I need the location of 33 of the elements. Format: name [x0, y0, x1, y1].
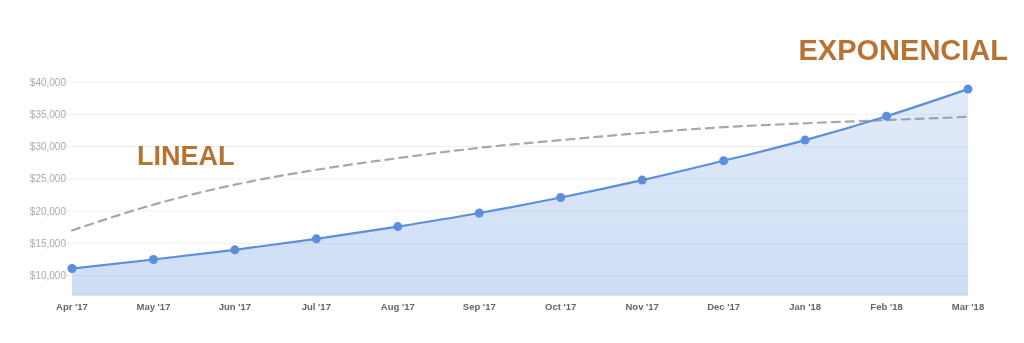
- x-tick-label: May '17: [136, 301, 171, 312]
- x-tick-label: Jun '17: [218, 301, 252, 312]
- y-tick-label: $10,000: [29, 270, 67, 282]
- point: [637, 175, 647, 185]
- point: [67, 264, 77, 274]
- x-tick-label: Nov '17: [625, 301, 659, 312]
- point: [800, 135, 810, 145]
- y-tick-label: $35,000: [29, 108, 67, 120]
- point: [719, 156, 729, 166]
- point: [963, 84, 973, 94]
- point: [311, 234, 321, 244]
- y-tick-label: $30,000: [29, 141, 67, 153]
- y-tick-label: $15,000: [29, 237, 67, 249]
- point: [474, 208, 484, 218]
- y-tick-label: $25,000: [29, 173, 67, 185]
- y-tick-label: $40,000: [29, 76, 67, 88]
- point: [148, 255, 158, 264]
- point: [393, 222, 403, 232]
- x-tick-label: Feb '18: [870, 301, 903, 312]
- text: EXPONENCIAL: [798, 34, 1008, 66]
- x-tick-label: Dec '17: [707, 301, 741, 312]
- x-tick-label: Jan '18: [789, 301, 822, 312]
- point: [556, 193, 566, 203]
- x-tick-label: Sep '17: [462, 301, 496, 312]
- x-tick-label: Aug '17: [380, 301, 415, 312]
- annotation: LINEAL: [137, 141, 235, 171]
- point: [882, 111, 892, 121]
- point: [230, 245, 240, 255]
- x-tick-label: Apr '17: [56, 301, 88, 312]
- x-tick-label: Mar '18: [951, 301, 985, 312]
- x-tick-label: Jul '17: [301, 301, 331, 312]
- y-tick-label: $20,000: [29, 205, 67, 217]
- x-tick-label: Oct '17: [545, 301, 577, 312]
